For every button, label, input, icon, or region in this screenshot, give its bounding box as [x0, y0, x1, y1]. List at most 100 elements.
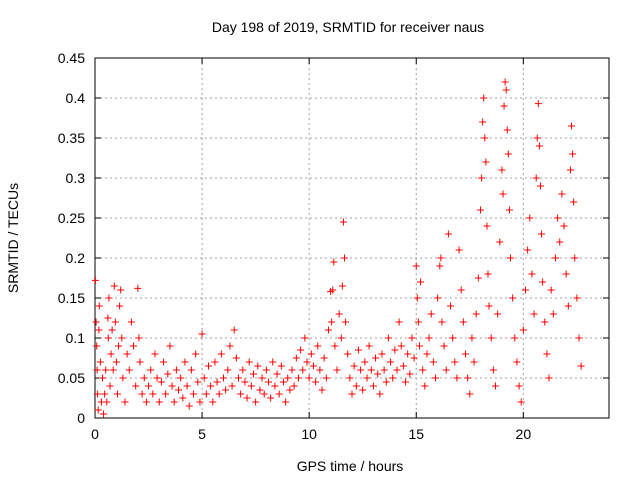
data-point	[464, 374, 472, 382]
data-point	[511, 334, 519, 342]
data-point	[397, 342, 405, 350]
data-point	[106, 382, 114, 390]
data-point	[408, 334, 416, 342]
data-point	[194, 378, 202, 386]
data-point	[187, 366, 195, 374]
y-tick-label: 0.25	[58, 210, 85, 226]
data-point	[506, 254, 514, 262]
data-point	[254, 362, 262, 370]
data-point	[198, 330, 206, 338]
data-point	[282, 398, 290, 406]
data-point	[485, 302, 493, 310]
data-point	[491, 382, 499, 390]
data-point	[322, 374, 330, 382]
data-point	[294, 374, 302, 382]
data-point	[177, 374, 185, 382]
data-point	[573, 294, 581, 302]
data-point	[348, 390, 356, 398]
data-point	[533, 134, 541, 142]
data-points	[91, 78, 585, 418]
data-point	[344, 350, 352, 358]
y-tick-label: 0.1	[66, 330, 86, 346]
data-point	[413, 294, 421, 302]
data-point	[457, 286, 465, 294]
data-point	[477, 206, 484, 214]
data-point	[568, 122, 576, 130]
data-point	[500, 102, 508, 110]
data-point	[196, 398, 204, 406]
data-point	[222, 386, 230, 394]
y-tick-label: 0.15	[58, 290, 85, 306]
data-point	[369, 382, 377, 390]
data-point	[256, 386, 264, 394]
data-point	[103, 398, 111, 406]
data-point	[92, 318, 100, 326]
data-point	[524, 246, 532, 254]
data-point	[303, 358, 311, 366]
data-point	[481, 134, 489, 142]
data-point	[100, 410, 108, 418]
data-point	[440, 342, 448, 350]
data-point	[503, 126, 511, 134]
data-point	[209, 398, 217, 406]
data-point	[119, 374, 127, 382]
y-tick-label: 0.45	[58, 50, 85, 66]
data-point	[151, 350, 159, 358]
data-point	[104, 314, 112, 322]
data-point	[350, 362, 358, 370]
y-tick-label: 0.2	[66, 250, 86, 266]
data-point	[247, 382, 255, 390]
data-point	[374, 370, 382, 378]
data-point	[337, 334, 345, 342]
x-tick-label: 15	[408, 426, 424, 442]
data-point	[95, 302, 103, 310]
data-point	[484, 270, 492, 278]
data-point	[125, 366, 133, 374]
y-axis-title: SRMTID / TECUs	[5, 183, 21, 293]
data-point	[470, 358, 478, 366]
data-point	[331, 342, 339, 350]
y-axis-tick-labels: 0 0.05 0.1 0.15 0.2 0.25 0.3 0.35 0.4 0.45	[58, 50, 85, 426]
x-tick-label: 20	[516, 426, 532, 442]
data-point	[111, 318, 119, 326]
data-point	[517, 398, 525, 406]
data-point	[116, 302, 124, 310]
data-point	[417, 278, 425, 286]
data-point	[226, 342, 234, 350]
data-point	[556, 238, 564, 246]
data-point	[166, 342, 174, 350]
data-point	[157, 378, 165, 386]
data-point	[108, 326, 116, 334]
data-point	[136, 358, 144, 366]
data-point	[262, 366, 270, 374]
data-point	[145, 382, 153, 390]
data-point	[357, 366, 365, 374]
data-point	[138, 390, 146, 398]
data-point	[425, 334, 433, 342]
data-point	[153, 374, 161, 382]
data-point	[213, 378, 221, 386]
data-point	[93, 366, 101, 374]
x-tick-label: 0	[91, 426, 99, 442]
data-point	[501, 78, 509, 86]
data-point	[402, 378, 410, 386]
data-point	[438, 318, 446, 326]
data-point	[566, 166, 574, 174]
data-point	[346, 374, 354, 382]
data-point	[384, 334, 392, 342]
data-point	[333, 366, 341, 374]
data-point	[535, 142, 543, 150]
data-point	[564, 302, 572, 310]
data-point	[419, 366, 427, 374]
data-point	[380, 366, 388, 374]
data-point	[205, 362, 213, 370]
data-point	[284, 374, 292, 382]
data-point	[399, 362, 407, 370]
data-point	[175, 386, 183, 394]
data-point	[292, 354, 300, 362]
data-point	[107, 350, 115, 358]
data-point	[447, 302, 455, 310]
data-point	[305, 374, 313, 382]
data-point	[98, 374, 106, 382]
